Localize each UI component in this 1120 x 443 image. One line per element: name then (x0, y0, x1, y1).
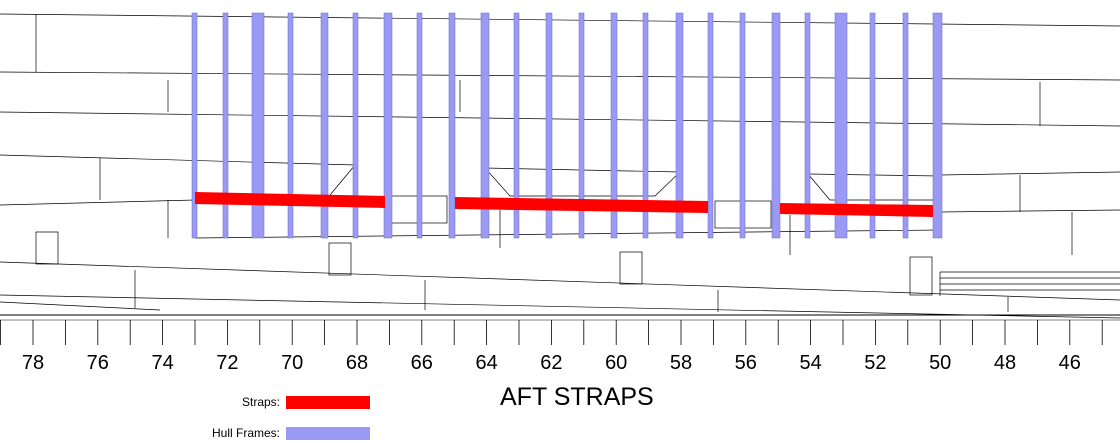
frame-axis-ticks (0, 320, 1103, 345)
hull-frame (383, 12, 393, 239)
frame-label: 76 (87, 352, 109, 374)
frame-label: 78 (22, 352, 44, 374)
hull-frame (287, 12, 294, 239)
frame-label: 52 (864, 352, 886, 374)
frame-label: 46 (1059, 352, 1081, 374)
hull-frame (448, 12, 456, 239)
frame-label: 58 (670, 352, 692, 374)
hull-frame (320, 12, 329, 239)
diagram-title: AFT STRAPS (500, 383, 654, 411)
legend-hull-frames-swatch (286, 426, 370, 440)
frame-label: 70 (281, 352, 303, 374)
hull-frame (513, 12, 520, 239)
hull-frame (191, 12, 198, 239)
hull-frame (902, 12, 909, 239)
strap (195, 192, 385, 208)
frame-label: 62 (540, 352, 562, 374)
hull-frame (707, 12, 714, 239)
hull-frames (191, 12, 943, 239)
aft-straps (195, 192, 933, 217)
hull-frame (642, 12, 649, 239)
frame-label: 54 (799, 352, 821, 374)
strap (780, 203, 933, 217)
legend-hull-frames: Hull Frames: (160, 423, 370, 443)
frame-label: 64 (475, 352, 497, 374)
legend-straps-swatch (286, 395, 370, 409)
hull-frame (834, 12, 848, 239)
hull-frame (545, 12, 553, 239)
frame-label: 72 (216, 352, 238, 374)
hull-frame (610, 12, 618, 239)
frame-label: 68 (346, 352, 368, 374)
hull-frame (222, 12, 229, 239)
hull-outline (0, 13, 1120, 321)
legend-straps: Straps: (160, 392, 370, 412)
hull-frame (251, 12, 265, 239)
legend-hull-frames-label: Hull Frames: (211, 426, 280, 440)
frame-label: 60 (605, 352, 627, 374)
frame-label: 56 (735, 352, 757, 374)
frame-label: 50 (929, 352, 951, 374)
legend-straps-label: Straps: (241, 395, 280, 409)
hull-frame (416, 12, 423, 239)
frame-label: 66 (411, 352, 433, 374)
hull-frame (804, 12, 811, 239)
hull-frame (771, 12, 781, 239)
hull-frame (352, 12, 359, 239)
hull-frame (578, 12, 585, 239)
hull-frame (480, 12, 490, 239)
hull-frame (739, 12, 746, 239)
hull-frame (932, 12, 943, 239)
frame-label: 48 (994, 352, 1016, 374)
frame-label: 74 (151, 352, 173, 374)
hull-frame (869, 12, 876, 239)
frame-axis-labels: 78 76 74 72 70 68 66 64 62 60 58 56 54 52 50 48 46 (22, 352, 1081, 374)
strap (455, 197, 708, 213)
hull-frame (675, 12, 684, 239)
